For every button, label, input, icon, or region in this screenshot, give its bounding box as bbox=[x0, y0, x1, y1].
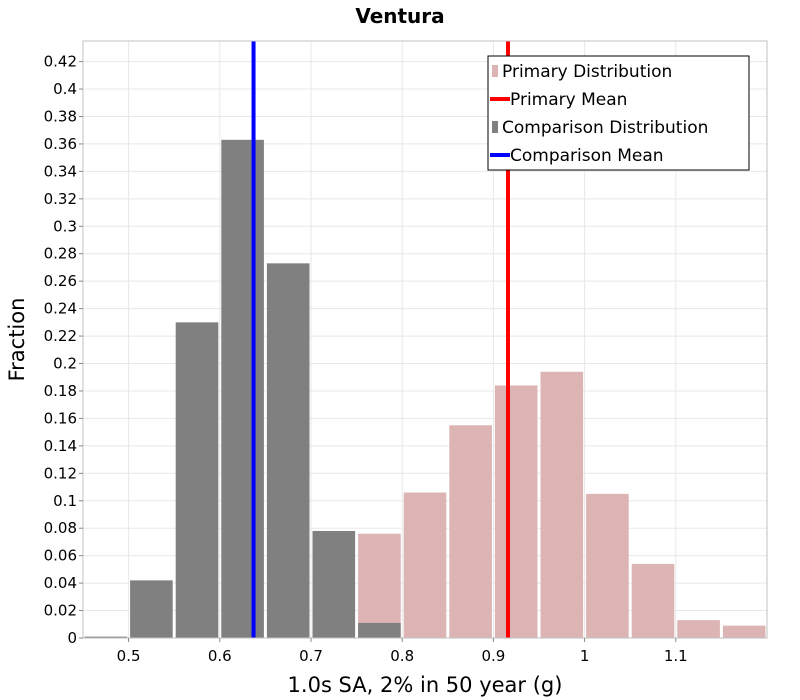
primary-distribution-bar bbox=[449, 425, 492, 638]
y-tick-label: 0.18 bbox=[44, 382, 77, 400]
comparison-distribution-legend-swatch bbox=[492, 121, 498, 133]
x-tick-label: 0.8 bbox=[390, 647, 414, 665]
y-tick-label: 0.2 bbox=[53, 355, 77, 373]
y-tick-label: 0 bbox=[67, 629, 77, 647]
comparison-distribution-bar bbox=[84, 636, 128, 638]
chart-title: Ventura bbox=[355, 4, 444, 28]
primary-distribution-bar bbox=[403, 492, 447, 638]
comparison-distribution-bar bbox=[312, 530, 356, 638]
legend-box bbox=[487, 55, 750, 171]
y-tick-label: 0.36 bbox=[44, 135, 77, 153]
bars bbox=[84, 139, 766, 639]
primary-distribution-bar bbox=[631, 563, 675, 638]
x-tick-label: 0.9 bbox=[481, 647, 505, 665]
y-tick-label: 0.16 bbox=[44, 409, 77, 427]
y-axis-ticks: 0 0.02 0.04 0.06 0.08 0.1 0.12 0.14 0.16 0.18 0.2 0… bbox=[44, 53, 83, 647]
primary-distribution-bar bbox=[586, 493, 629, 638]
primary-distribution-bar bbox=[677, 620, 720, 638]
comparison-distribution-legend-label: Comparison Distribution bbox=[502, 118, 708, 138]
x-tick-label: 1 bbox=[580, 647, 590, 665]
primary-distribution-bar bbox=[540, 371, 584, 638]
y-tick-label: 0.28 bbox=[44, 245, 77, 263]
primary-distribution-bar bbox=[358, 533, 401, 638]
y-tick-label: 0.02 bbox=[44, 602, 77, 620]
comparison-distribution-bar bbox=[358, 622, 401, 638]
x-tick-label: 0.7 bbox=[299, 647, 323, 665]
comparison-mean-legend-label: Comparison Mean bbox=[510, 146, 664, 166]
x-axis-label: 1.0s SA, 2% in 50 year (g) bbox=[288, 673, 563, 697]
y-tick-label: 0.34 bbox=[44, 162, 77, 180]
x-tick-label: 0.6 bbox=[208, 647, 232, 665]
y-axis-label: Fraction bbox=[5, 298, 29, 382]
primary-distribution-legend-swatch bbox=[492, 65, 498, 77]
y-tick-label: 0.3 bbox=[53, 217, 77, 235]
comparison-distribution-bar bbox=[130, 580, 173, 638]
y-tick-label: 0.32 bbox=[44, 190, 77, 208]
y-tick-label: 0.04 bbox=[44, 574, 77, 592]
y-tick-label: 0.06 bbox=[44, 547, 77, 565]
y-tick-label: 0.22 bbox=[44, 327, 77, 345]
y-tick-label: 0.12 bbox=[44, 464, 77, 482]
primary-distribution-bar bbox=[722, 625, 766, 638]
y-tick-label: 0.4 bbox=[53, 80, 77, 98]
x-tick-label: 1.1 bbox=[664, 647, 688, 665]
primary-distribution-legend-label: Primary Distribution bbox=[502, 62, 672, 82]
primary-mean-legend-label: Primary Mean bbox=[510, 90, 627, 110]
y-tick-label: 0.38 bbox=[44, 107, 77, 125]
plot-border bbox=[82, 40, 768, 639]
legend: Primary Distribution Primary Mean Comparis… bbox=[487, 55, 750, 171]
y-tick-label: 0.14 bbox=[44, 437, 77, 455]
y-tick-label: 0.1 bbox=[53, 492, 77, 510]
y-tick-label: 0.26 bbox=[44, 272, 77, 290]
x-tick-label: 0.5 bbox=[117, 647, 141, 665]
primary-distribution-bar bbox=[494, 385, 538, 638]
y-tick-label: 0.42 bbox=[44, 53, 77, 71]
comparison-distribution-bar bbox=[175, 322, 219, 638]
comparison-distribution-bar bbox=[221, 139, 264, 639]
y-tick-label: 0.08 bbox=[44, 519, 77, 537]
x-axis-ticks: 0.5 0.6 0.7 0.8 0.9 1 1.1 bbox=[117, 638, 688, 665]
comparison-distribution-bar bbox=[266, 263, 310, 638]
y-tick-label: 0.24 bbox=[44, 300, 77, 318]
